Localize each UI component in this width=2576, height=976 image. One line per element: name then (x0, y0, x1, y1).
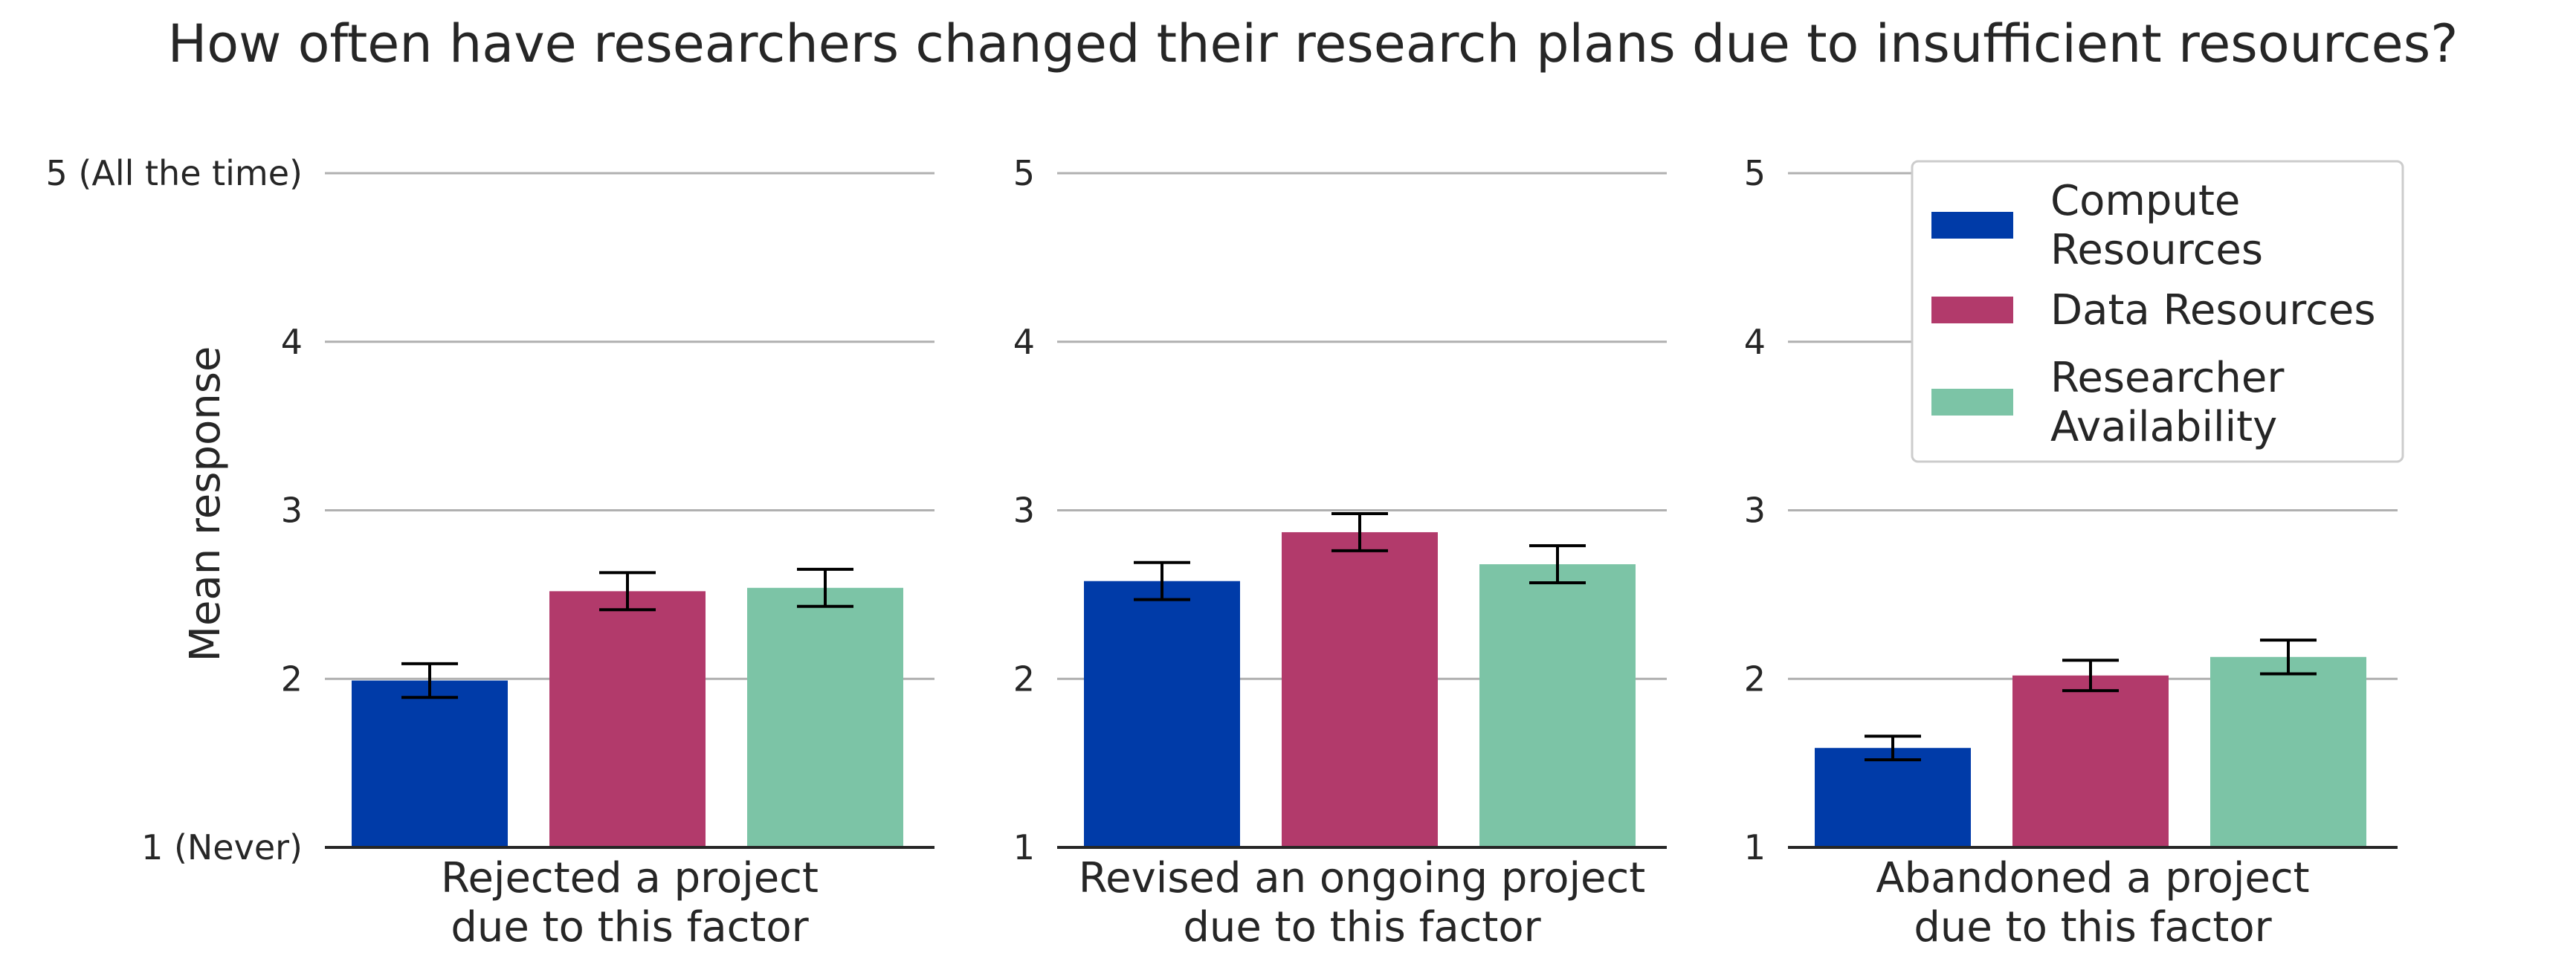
y-tick-label: 1 (1744, 827, 1766, 867)
legend-swatch (1931, 297, 2013, 323)
bar (747, 587, 903, 847)
bar (352, 680, 508, 847)
x-category-label: due to this factor (451, 903, 809, 951)
x-category-label: Revised an ongoing project (1079, 854, 1645, 902)
y-tick-label: 2 (1744, 659, 1766, 699)
y-tick-label: 5 (1744, 153, 1766, 193)
y-tick-label: 3 (1013, 491, 1035, 531)
y-tick-label: 4 (1013, 322, 1035, 362)
legend-frame (1911, 160, 2404, 463)
y-tick-label: 2 (281, 659, 303, 699)
legend-label: Researcher (2050, 354, 2285, 402)
y-tick-label: 1 (Never) (141, 827, 303, 867)
panels-group: 1 (Never) 2 3 4 5 (All the time) Rejected a p… (46, 153, 2398, 951)
panel-1: 1 (Never) 2 3 4 5 (All the time) Rejected a p… (46, 153, 934, 951)
x-category-label: Rejected a project (441, 854, 819, 902)
legend-swatch (1931, 389, 2013, 416)
y-tick-label: 5 (1013, 153, 1035, 193)
bar (1479, 564, 1636, 847)
legend-label: Availability (2050, 403, 2277, 451)
bar (1815, 748, 1971, 847)
y-tick-label: 3 (281, 491, 303, 531)
y-tick-label: 1 (1013, 827, 1035, 867)
y-tick-label: 3 (1744, 491, 1766, 531)
x-category-label: due to this factor (1183, 903, 1541, 951)
y-tick-label: 5 (All the time) (46, 153, 303, 193)
legend-swatch (1931, 212, 2013, 239)
legend-label: Resources (2050, 226, 2263, 274)
y-tick-label: 4 (281, 322, 303, 362)
x-category-label: Abandoned a project (1876, 854, 2309, 902)
y-tick-label: 4 (1744, 322, 1766, 362)
x-category-label: due to this factor (1914, 903, 2272, 951)
legend-label: Data Resources (2050, 286, 2376, 335)
legend-label: Compute (2050, 177, 2240, 225)
y-axis-label: Mean response (181, 346, 230, 662)
bar (549, 591, 706, 847)
bar (1282, 531, 1438, 847)
y-tick-label: 2 (1013, 659, 1035, 699)
bar (2210, 656, 2366, 847)
bar (1084, 581, 1240, 847)
chart-title: How often have researchers changed their… (168, 13, 2459, 74)
bar (2012, 675, 2169, 847)
